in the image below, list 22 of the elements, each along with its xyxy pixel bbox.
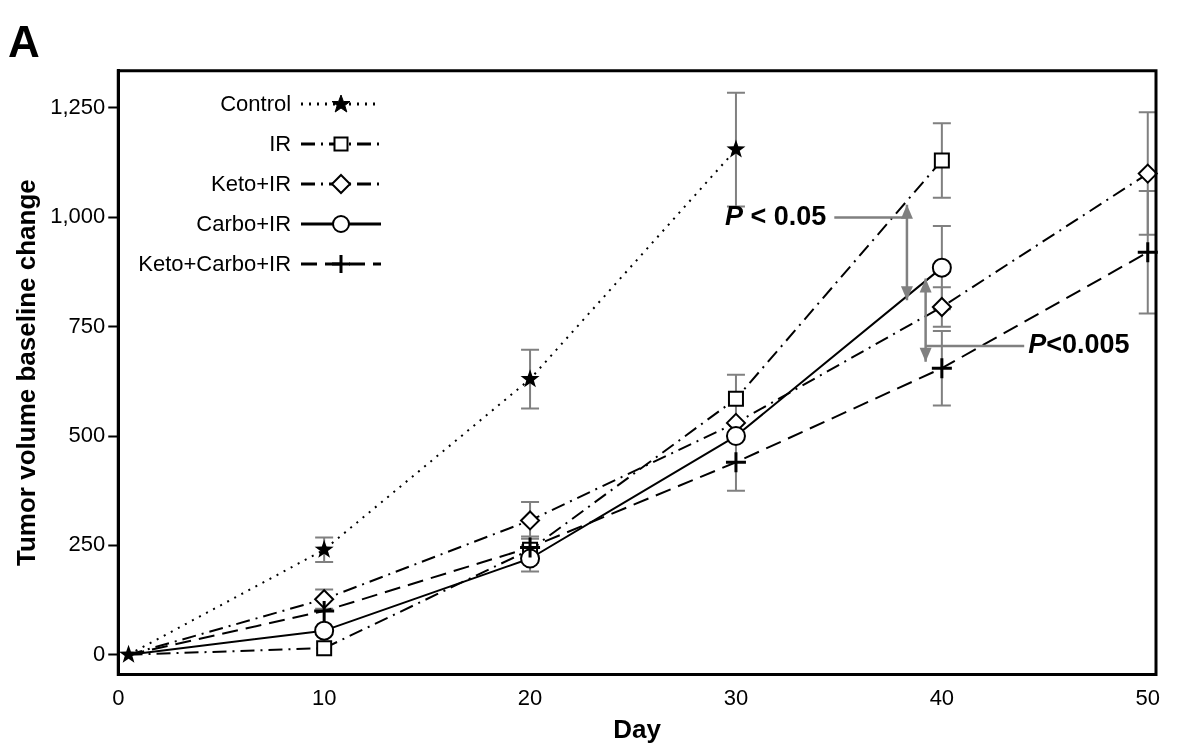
y-tick-label: 1,250 [50,94,106,120]
x-tick-label: 50 [1135,684,1161,710]
y-tick-label: 1,000 [50,203,106,229]
y-tick-label: 250 [68,531,106,557]
y-tick-label: 0 [93,640,106,666]
y-tick-label: 750 [68,312,106,338]
annotation: P<0.005 [1028,329,1130,360]
annotation: P < 0.05 [724,200,827,231]
x-tick-label: 20 [517,684,543,710]
legend-label: Keto+Carbo+IR [138,250,292,277]
x-tick-label: 30 [723,684,749,710]
legend-label: Keto+IR [210,170,292,197]
y-tick-label: 500 [68,422,106,448]
x-tick-label: 0 [112,684,125,710]
x-tick-label: 10 [311,684,337,710]
x-axis-title: Day [613,713,662,744]
legend-label: Control [219,90,292,117]
legend-label: IR [268,130,292,157]
chart-title: A [8,16,40,66]
legend-label: Carbo+IR [195,210,292,237]
y-axis-title: Tumor volume baseline change [10,179,41,566]
x-tick-label: 40 [929,684,955,710]
